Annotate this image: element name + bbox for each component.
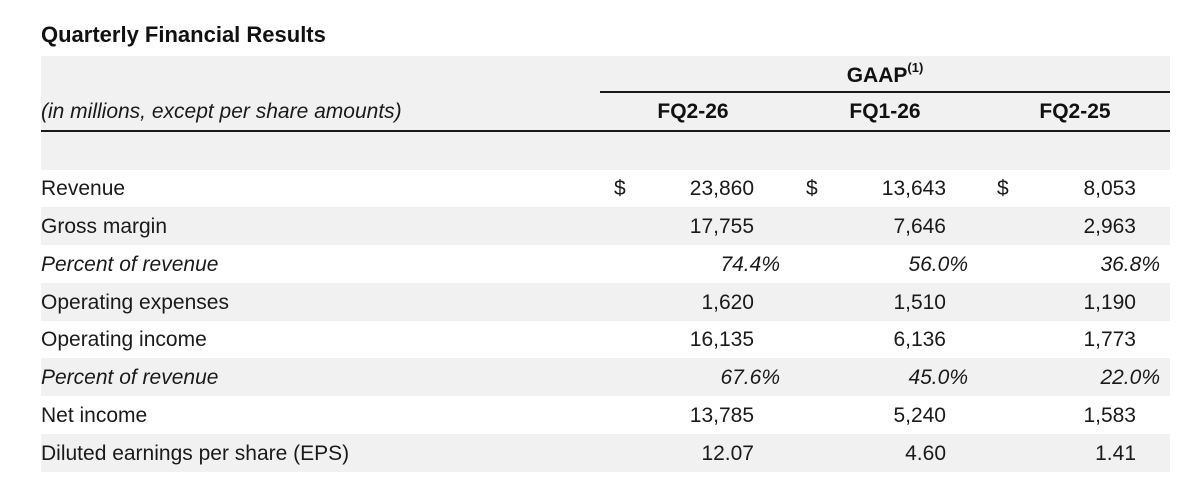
- value-cell: 1,620: [701, 291, 754, 314]
- value-cell: 5,240: [893, 404, 946, 427]
- value-cell: 1,510: [893, 291, 946, 314]
- value-cell: 74.4%: [720, 253, 780, 276]
- gaap-label: GAAP: [846, 64, 908, 87]
- value-cell: 6,136: [893, 328, 946, 351]
- row-label: Operating expenses: [41, 291, 229, 314]
- value-cell: 67.6%: [720, 366, 780, 389]
- value-cell: 13,643: [881, 177, 946, 200]
- value-cell: 23,860: [689, 177, 754, 200]
- value-cell: 2,963: [1083, 215, 1136, 238]
- value-cell: 45.0%: [908, 366, 968, 389]
- row-band: [41, 434, 1170, 472]
- table-row-revenue: Revenue $ $ $ 23,860 13,643 8,053: [0, 170, 1200, 208]
- row-label: Percent of revenue: [41, 366, 219, 389]
- table-row-diluted-eps: Diluted earnings per share (EPS) 12.07 4…: [0, 435, 1200, 473]
- value-cell: 4.60: [905, 442, 946, 465]
- column-header-fq1-26: FQ1-26: [849, 100, 921, 123]
- units-label: (in millions, except per share amounts): [41, 100, 402, 123]
- row-band: [41, 283, 1170, 321]
- row-band: [41, 207, 1170, 245]
- value-cell: 16,135: [689, 328, 754, 351]
- row-label: Net income: [41, 404, 148, 427]
- row-label: Percent of revenue: [41, 253, 219, 276]
- value-cell: 1,190: [1083, 291, 1136, 314]
- header-band: [41, 56, 1170, 132]
- row-label: Revenue: [41, 177, 126, 200]
- value-cell: 13,785: [689, 404, 754, 427]
- currency-symbol: $: [806, 177, 818, 200]
- value-cell: 17,755: [689, 215, 754, 238]
- table-row-net-income: Net income 13,785 5,240 1,583: [0, 397, 1200, 435]
- gaap-rule: [600, 91, 1170, 93]
- table-title: Quarterly Financial Results: [41, 22, 326, 47]
- value-cell: 12.07: [701, 442, 754, 465]
- header-rule: [41, 130, 1170, 132]
- value-cell: 56.0%: [908, 253, 968, 276]
- column-header-fq2-25: FQ2-25: [1039, 100, 1111, 123]
- gaap-header: GAAP(1): [600, 60, 1170, 88]
- table-row-operating-income: Operating income 16,135 6,136 1,773: [0, 321, 1200, 359]
- value-cell: 1,773: [1083, 328, 1136, 351]
- value-cell: 1,583: [1083, 404, 1136, 427]
- row-band: [41, 358, 1170, 396]
- currency-symbol: $: [997, 177, 1009, 200]
- table-row-gross-margin: Gross margin 17,755 7,646 2,963: [0, 208, 1200, 246]
- gaap-footnote-marker: (1): [907, 60, 924, 75]
- value-cell: 22.0%: [1100, 366, 1160, 389]
- table-row-percent-of-revenue: Percent of revenue 74.4% 56.0% 36.8%: [0, 246, 1200, 284]
- value-cell: 36.8%: [1100, 253, 1160, 276]
- column-header-fq2-26: FQ2-26: [657, 100, 729, 123]
- row-label: Gross margin: [41, 215, 168, 238]
- spacer-band: [41, 132, 1170, 170]
- table-row-operating-expenses: Operating expenses 1,620 1,510 1,190: [0, 284, 1200, 322]
- value-cell: 8,053: [1083, 177, 1136, 200]
- row-label: Operating income: [41, 328, 207, 351]
- value-cell: 1.41: [1095, 442, 1136, 465]
- table-row-percent-of-revenue: Percent of revenue 67.6% 45.0% 22.0%: [0, 359, 1200, 397]
- currency-symbol: $: [614, 177, 626, 200]
- value-cell: 7,646: [893, 215, 946, 238]
- row-label: Diluted earnings per share (EPS): [41, 442, 350, 465]
